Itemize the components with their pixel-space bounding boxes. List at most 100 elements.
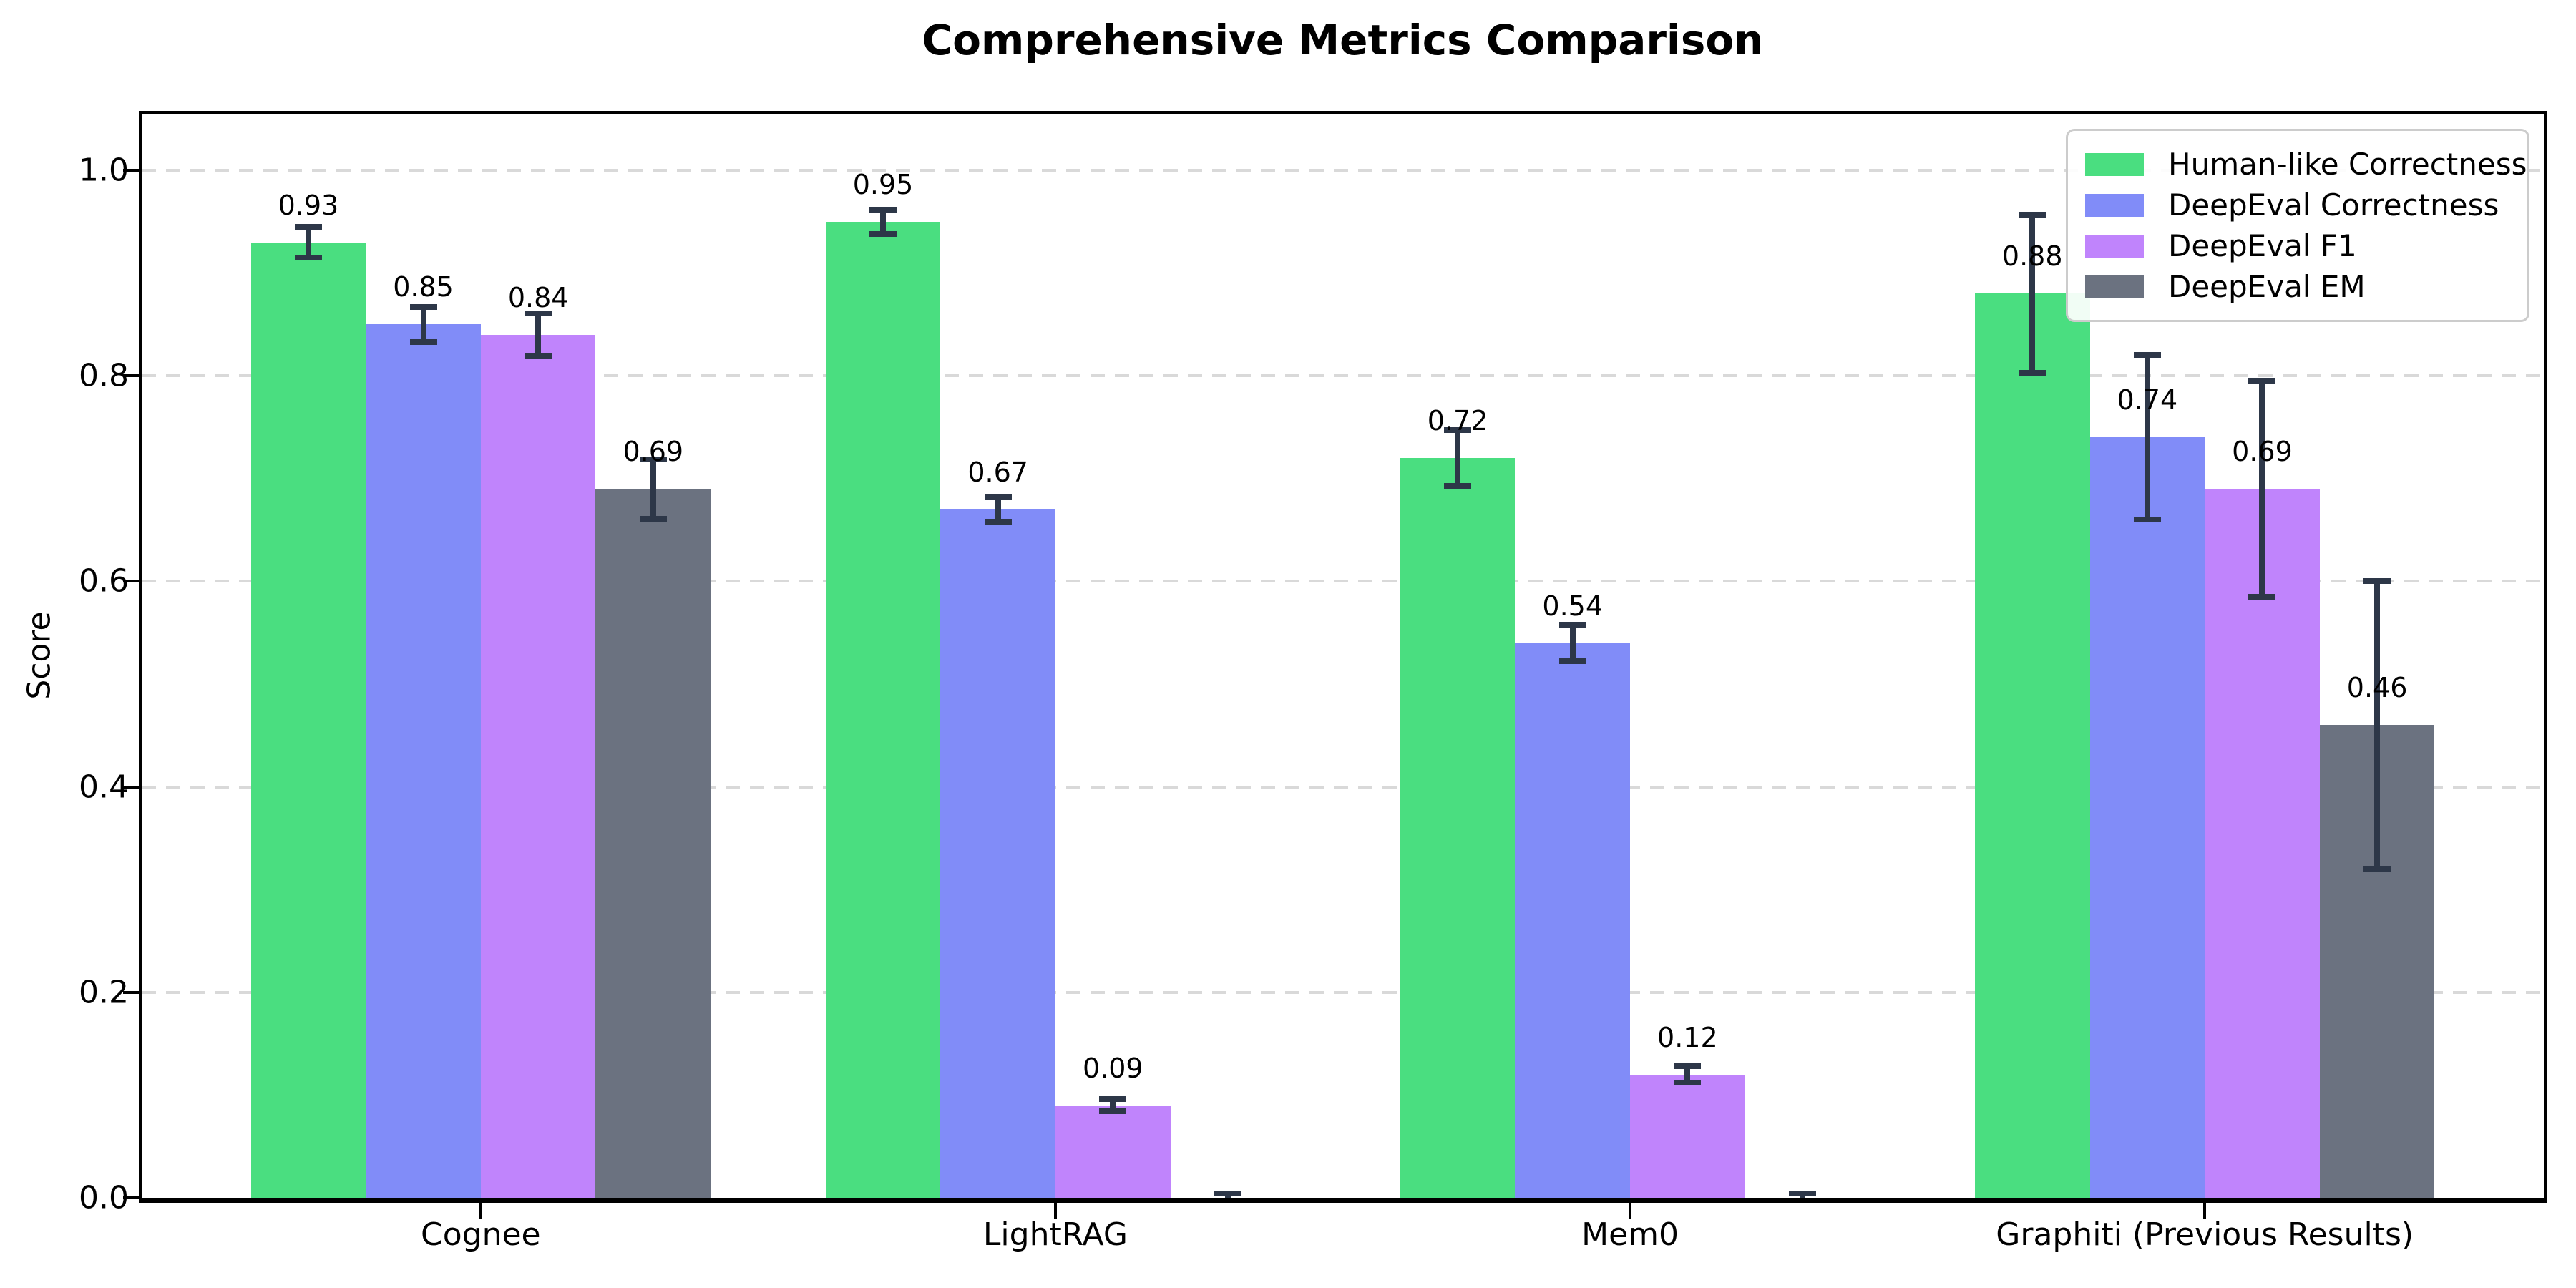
error-bar-cap-top (525, 310, 552, 316)
gridline (142, 990, 2544, 994)
x-tick-label: Graphiti (Previous Results) (1996, 1216, 2414, 1253)
bar-value-label: 0.84 (507, 281, 569, 313)
error-bar-cap-top (294, 223, 322, 230)
legend-item: Human-like Correctness (2085, 144, 2527, 185)
error-bar-cap-bottom (1674, 1080, 1702, 1086)
x-tick-label: Mem0 (1581, 1216, 1679, 1253)
error-bar-line (2374, 581, 2381, 869)
error-bar-cap-top (869, 206, 897, 213)
legend-swatch-deepeval-em (2085, 275, 2144, 298)
error-bar-line (650, 459, 656, 519)
bar-deepeval-f1-lightrag (1055, 1105, 1171, 1198)
bar-value-label: 0.93 (278, 189, 339, 221)
error-bar-line (995, 497, 1001, 522)
bar-human-like-correctness-cognee (250, 242, 366, 1198)
legend-swatch-human-like-correctness (2085, 152, 2144, 176)
error-bar-cap-bottom (984, 519, 1012, 525)
error-bar-line (1684, 1066, 1691, 1083)
legend-label: Human-like Correctness (2168, 147, 2527, 182)
error-bar-cap-top (1099, 1096, 1127, 1103)
legend-item: DeepEval EM (2085, 266, 2510, 307)
error-bar-cap-bottom (1444, 482, 1472, 489)
error-bar-cap-bottom (2019, 369, 2046, 376)
bar-value-label: 0.69 (623, 436, 684, 468)
legend-label: DeepEval EM (2168, 269, 2366, 304)
error-bar-cap-top (2133, 352, 2161, 358)
legend-label: DeepEval Correctness (2168, 187, 2499, 223)
x-tick-label: Cognee (421, 1216, 541, 1253)
bar-value-label: 0.67 (967, 456, 1028, 488)
x-tick (479, 1203, 482, 1219)
y-tick (123, 580, 139, 583)
spine-right (2544, 111, 2547, 1203)
error-bar-line (1110, 1099, 1116, 1112)
error-bar-cap-top (2248, 378, 2276, 384)
error-bar-cap-top (984, 494, 1012, 500)
error-bar-cap-bottom (869, 231, 897, 237)
error-bar-cap-top (409, 303, 437, 310)
error-bar-line (2259, 381, 2265, 597)
error-bar-cap-top (1788, 1191, 1816, 1197)
bar-deepeval-f1-graphiti-previous-results- (2205, 489, 2320, 1198)
y-tick (123, 785, 139, 789)
bar-deepeval-f1-cognee (480, 334, 596, 1198)
bar-deepeval-correctness-mem0 (1515, 643, 1631, 1198)
error-bar-cap-bottom (1558, 658, 1586, 665)
bar-human-like-correctness-graphiti-previous-results- (1974, 293, 2090, 1198)
y-tick-label: 0.6 (79, 562, 129, 600)
error-bar-cap-top (1674, 1063, 1702, 1070)
x-tick (2203, 1203, 2207, 1219)
error-bar-cap-bottom (525, 353, 552, 359)
legend-label: DeepEval F1 (2168, 228, 2357, 263)
x-tick (1053, 1203, 1057, 1219)
error-bar-cap-top (2019, 211, 2046, 218)
error-bar-cap-top (639, 456, 667, 462)
bar-value-label: 0.09 (1082, 1052, 1143, 1084)
gridline (142, 168, 2544, 172)
error-bar-line (2144, 355, 2150, 520)
error-bar-line (2029, 214, 2036, 373)
y-tick-label: 0.4 (79, 769, 129, 806)
bar-human-like-correctness-mem0 (1400, 458, 1516, 1198)
bar-deepeval-f1-mem0 (1630, 1074, 1745, 1198)
bar-deepeval-correctness-cognee (366, 324, 481, 1198)
x-tick (1629, 1203, 1632, 1219)
legend-item: DeepEval F1 (2085, 225, 2510, 266)
error-bar-line (880, 209, 886, 234)
error-bar-line (420, 306, 426, 342)
error-bar-cap-bottom (2248, 593, 2276, 600)
error-bar-cap-bottom (1099, 1108, 1127, 1115)
legend-item: DeepEval Correctness (2085, 185, 2510, 225)
bar-deepeval-correctness-lightrag (940, 509, 1055, 1198)
error-bar-cap-bottom (639, 515, 667, 522)
bar-value-label: 0.46 (2346, 672, 2408, 704)
bar-value-label: 0.72 (1427, 405, 1488, 437)
gridline (142, 374, 2544, 378)
gridline (142, 580, 2544, 583)
bar-deepeval-correctness-graphiti-previous-results- (2089, 437, 2205, 1198)
y-tick (123, 168, 139, 172)
error-bar-cap-bottom (2133, 517, 2161, 523)
bar-deepeval-em-cognee (595, 489, 711, 1198)
bar-value-label: 0.74 (2117, 384, 2178, 416)
y-tick (123, 374, 139, 378)
error-bar-line (535, 313, 542, 356)
bar-human-like-correctness-lightrag (825, 221, 941, 1198)
bar-value-label: 0.85 (393, 271, 454, 303)
bar-value-label: 0.69 (2232, 436, 2293, 468)
error-bar-cap-bottom (2363, 866, 2391, 872)
spine-left (139, 111, 142, 1203)
legend-swatch-deepeval-f1 (2085, 234, 2144, 258)
y-tick-label: 0.0 (79, 1179, 129, 1216)
y-tick-label: 1.0 (79, 152, 129, 189)
error-bar-cap-bottom (294, 255, 322, 261)
y-tick-label: 0.2 (79, 974, 129, 1011)
bar-value-label: 0.12 (1657, 1021, 1718, 1053)
error-bar-cap-top (1558, 621, 1586, 628)
error-bar-line (1455, 430, 1461, 486)
y-tick (123, 1196, 139, 1199)
error-bar-cap-top (1214, 1191, 1241, 1197)
error-bar-cap-top (1444, 427, 1472, 434)
x-tick-label: LightRAG (982, 1216, 1128, 1253)
